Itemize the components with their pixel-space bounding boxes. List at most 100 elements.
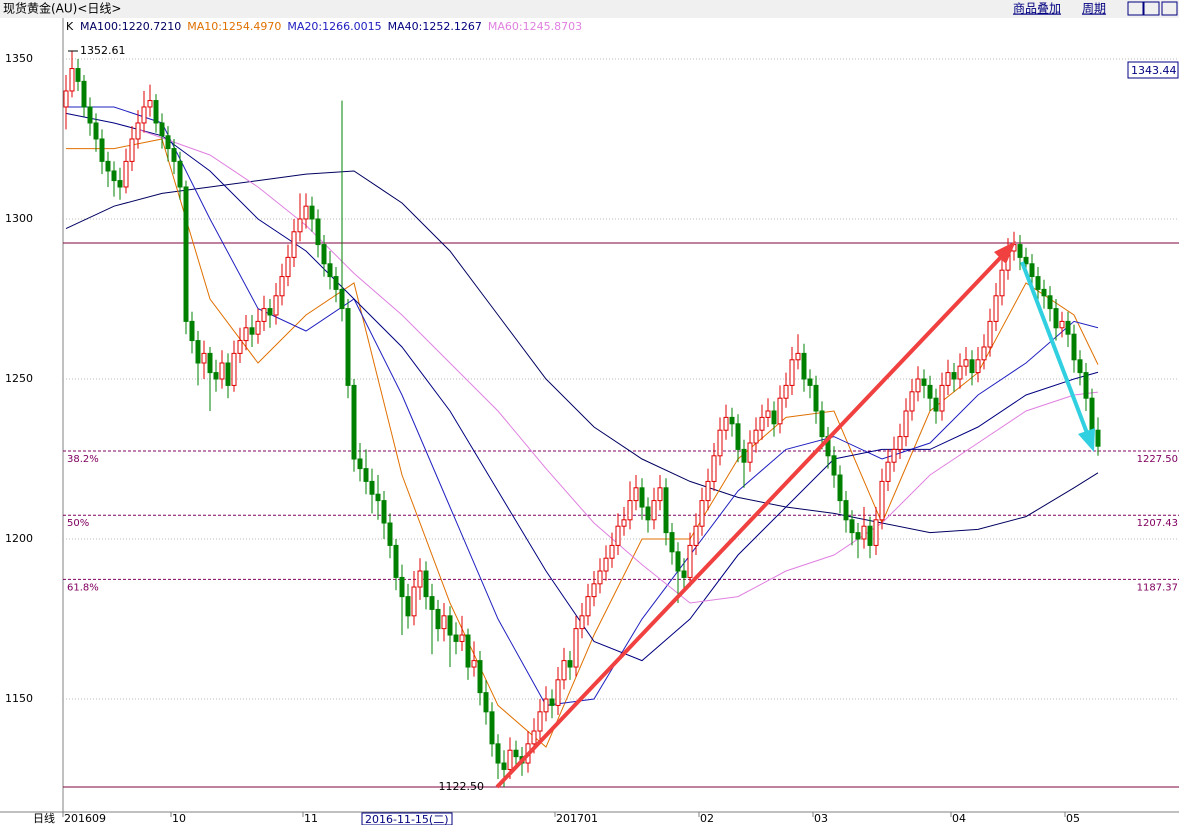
candle-body xyxy=(993,295,999,322)
candle-body xyxy=(225,362,231,386)
candle-body xyxy=(141,106,147,124)
ma-line xyxy=(65,170,1099,534)
candle-body xyxy=(723,416,729,431)
candle-body xyxy=(309,205,315,220)
candle-body xyxy=(849,519,855,534)
candle-body xyxy=(885,461,891,482)
candle-body xyxy=(195,340,201,364)
candle-body xyxy=(363,468,369,482)
candle-body xyxy=(711,455,717,482)
candle-body xyxy=(81,80,87,108)
candle-body xyxy=(483,692,489,713)
candle-body xyxy=(621,519,627,527)
ma-line xyxy=(65,112,1099,662)
candle-body xyxy=(1089,397,1095,431)
candle-body xyxy=(693,525,699,546)
fib-label: 50% xyxy=(67,518,89,529)
candle-body xyxy=(1017,244,1023,258)
legend-entry: MA100:1220.7210 xyxy=(80,20,181,33)
candle-body xyxy=(327,263,333,278)
candle-body xyxy=(897,436,903,450)
candle-body xyxy=(135,122,141,140)
candle-body xyxy=(105,160,111,172)
candle-body xyxy=(189,320,195,342)
candle-body xyxy=(795,352,801,361)
candle-body xyxy=(579,615,585,630)
candle-body xyxy=(99,138,105,162)
fib-label: 61.8% xyxy=(67,582,99,593)
candle-body xyxy=(771,410,777,425)
overlay-button[interactable]: 商品叠加 xyxy=(1013,1,1061,16)
candle-body xyxy=(201,352,207,364)
candle-body xyxy=(651,500,657,521)
candle-body xyxy=(75,68,81,82)
candle-body xyxy=(267,308,273,316)
trend-arrows xyxy=(495,241,1095,789)
candle-body xyxy=(801,352,807,380)
candle-body xyxy=(1065,320,1071,335)
ma-line xyxy=(137,128,1099,604)
candle-body xyxy=(975,359,981,374)
candle-body xyxy=(1023,256,1029,265)
candle-body xyxy=(987,320,993,348)
candle-body xyxy=(1071,333,1077,361)
candle-body xyxy=(507,749,513,770)
candle-body xyxy=(951,372,957,380)
candle-body xyxy=(279,276,285,297)
candle-body xyxy=(909,391,915,412)
nav-icons[interactable] xyxy=(1127,1,1178,16)
legend-entry: MA10:1254.4970 xyxy=(187,20,281,33)
candle-body xyxy=(543,698,549,713)
candle-body xyxy=(873,519,879,546)
candle-body xyxy=(675,551,681,572)
candle-body xyxy=(303,205,309,220)
candle-body xyxy=(549,698,555,706)
candle-body xyxy=(159,122,165,137)
candle-body xyxy=(741,448,747,463)
candle-body xyxy=(699,500,705,527)
candle-body xyxy=(357,458,363,470)
candle-body xyxy=(63,90,69,108)
x-tick-label: 201609 xyxy=(64,812,106,825)
candle-body xyxy=(753,429,759,444)
candle-body xyxy=(1083,372,1089,399)
candle-body xyxy=(423,570,429,598)
y-tick-label: 1150 xyxy=(5,692,33,705)
candle-body xyxy=(999,269,1005,297)
candle-body xyxy=(345,308,351,386)
cursor-price: 1343.44 xyxy=(1131,64,1177,77)
candle-body xyxy=(819,410,825,438)
x-tick-label: 02 xyxy=(700,812,714,825)
candle-body xyxy=(153,100,159,124)
period-button[interactable]: 周期 xyxy=(1082,2,1106,16)
high-label: 1352.61 xyxy=(80,44,126,57)
candle-body xyxy=(627,500,633,521)
candle-body xyxy=(93,122,99,140)
candle-body xyxy=(495,743,501,764)
candle-body xyxy=(447,615,453,636)
candle-body xyxy=(603,557,609,572)
candle-body xyxy=(231,352,237,386)
candle-body xyxy=(321,244,327,265)
candle-body xyxy=(297,218,303,233)
candle-body xyxy=(567,660,573,668)
x-tick-label: 04 xyxy=(952,812,966,825)
candle-body xyxy=(531,730,537,745)
candle-body xyxy=(219,362,225,380)
ma-line xyxy=(66,106,1099,706)
candle-body xyxy=(69,68,75,92)
legend-entry: MA60:1245.8703 xyxy=(488,20,582,33)
x-tick-label: 11 xyxy=(304,812,318,825)
candle-body xyxy=(855,532,861,540)
candle-body xyxy=(87,106,93,124)
candle-body xyxy=(879,480,885,521)
candle-body xyxy=(639,487,645,508)
candle-body xyxy=(585,596,591,617)
candle-body xyxy=(615,525,621,546)
candle-body xyxy=(609,544,615,559)
candle-body xyxy=(471,660,477,668)
fib-value: 1227.50 xyxy=(1137,454,1178,465)
x-tick-label: 05 xyxy=(1066,812,1080,825)
candle-body xyxy=(351,384,357,460)
